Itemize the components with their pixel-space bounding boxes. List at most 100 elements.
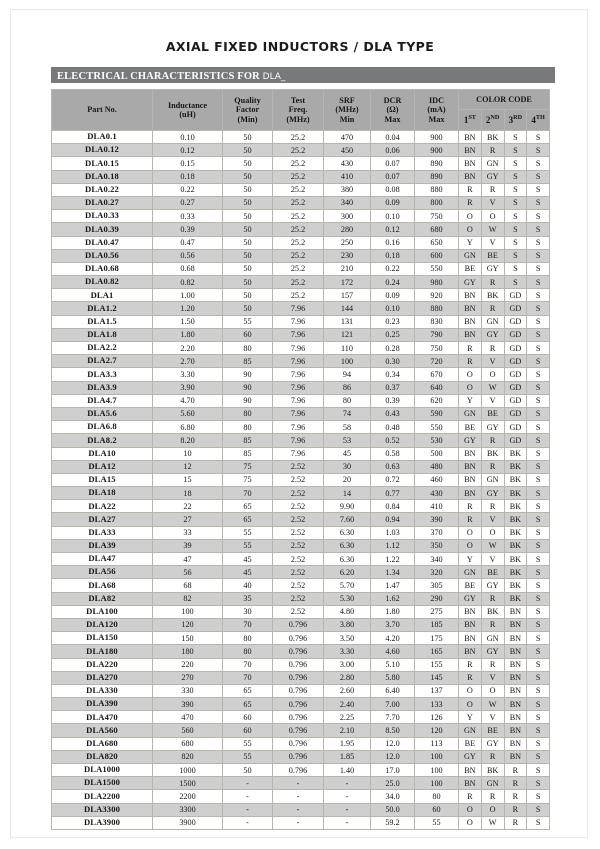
cell-test-freq: 2.52 [272, 499, 324, 514]
col-header-color-code: COLOR CODE [457, 89, 551, 110]
cell-color-2nd: R [480, 617, 505, 633]
cell-color-2nd: R [480, 499, 505, 514]
cell-color-1st: R [458, 789, 482, 804]
cell-test-freq: - [272, 776, 324, 791]
cell-color-2nd: O [480, 683, 505, 699]
cell-quality-factor: 60 [222, 327, 273, 343]
table-row: DLA180 180 80 0.796 3.30 4.60 165 BN GY BN S [51, 644, 551, 659]
cell-color-1st: BN [458, 143, 482, 158]
cell-quality-factor: 70 [222, 617, 273, 633]
cell-inductance: 100 [152, 604, 223, 619]
cell-part-no: DLA470 [51, 710, 153, 725]
cell-inductance: 22 [152, 499, 223, 514]
cell-color-2nd: W [480, 380, 505, 395]
cell-idc: 650 [414, 235, 459, 250]
cell-part-no: DLA2.7 [51, 354, 153, 369]
col-header-color-4th: 4TH [526, 108, 551, 132]
cell-color-3rd: S [503, 248, 528, 263]
cell-color-3rd: BK [503, 591, 528, 606]
cell-part-no: DLA680 [51, 736, 153, 751]
cell-idc: 410 [414, 499, 459, 514]
cell-inductance: 330 [152, 683, 223, 699]
section-banner-label: ELECTRICAL CHARACTERISTICS FOR [57, 71, 263, 82]
cell-color-2nd: R [480, 749, 505, 765]
cell-test-freq: 25.2 [272, 222, 324, 237]
section-banner-suffix: DLA_ [262, 72, 286, 82]
cell-test-freq: 0.796 [272, 631, 324, 646]
col-header-inductance: Inductance (uH) [152, 89, 223, 131]
cell-inductance: 1.20 [152, 301, 223, 316]
col-header-testfreq-line3: (MHz) [286, 114, 310, 124]
col-header-testfreq-line2: Freq. [288, 105, 308, 115]
cell-idc: 100 [414, 749, 459, 765]
cell-quality-factor: 50 [222, 762, 273, 778]
cell-inductance: 47 [152, 551, 223, 567]
cell-color-3rd: R [503, 789, 528, 804]
cell-part-no: DLA3.3 [51, 367, 153, 382]
cell-srf: 20 [323, 472, 371, 488]
cell-idc: 145 [414, 670, 459, 685]
cell-srf: 3.80 [323, 617, 371, 633]
cell-test-freq: 0.796 [272, 710, 324, 725]
cell-srf: 110 [323, 340, 371, 356]
cell-color-4th: S [526, 248, 551, 263]
cell-part-no: DLA0.1 [51, 129, 153, 145]
col-header-idc-line1: IDC [428, 96, 444, 106]
cell-color-4th: S [526, 776, 551, 791]
cell-color-3rd: GD [503, 380, 528, 395]
cell-color-3rd: S [503, 275, 528, 290]
cell-test-freq: 25.2 [272, 195, 324, 211]
cell-color-4th: S [526, 156, 551, 171]
cell-inductance: 1500 [152, 776, 223, 791]
cell-test-freq: 7.96 [272, 393, 324, 408]
table-row: DLA5.6 5.60 80 7.96 74 0.43 590 GN BE GD S [51, 406, 551, 422]
cell-color-4th: S [526, 195, 551, 211]
cell-inductance: 1.00 [152, 288, 223, 303]
cc4-number: 4 [531, 114, 536, 125]
cell-dcr: 0.94 [370, 512, 415, 527]
cell-dcr: 8.50 [370, 723, 415, 738]
cell-color-3rd: GD [503, 367, 528, 382]
cell-color-2nd: GN [480, 631, 505, 646]
cell-quality-factor: 60 [222, 723, 273, 738]
cell-color-2nd: V [480, 710, 505, 725]
cell-quality-factor: - [222, 815, 273, 830]
col-header-srf-line2: (MHz) [335, 105, 359, 115]
cell-color-2nd: GN [480, 776, 505, 791]
table-row: DLA470 470 60 0.796 2.25 7.70 126 Y V BN S [51, 710, 551, 725]
cell-color-4th: S [526, 393, 551, 408]
cell-quality-factor: 55 [222, 538, 273, 554]
table-row: DLA8.2 8.20 85 7.96 53 0.52 530 GY R GD S [51, 433, 551, 448]
table-row: DLA2200 2200- - -34.0 80 R R R S [51, 789, 551, 804]
table-row: DLA1.8 1.80 60 7.96 121 0.25 790 BN GY GD S [51, 327, 551, 343]
cell-part-no: DLA47 [51, 551, 153, 567]
cell-quality-factor: 50 [222, 288, 273, 303]
cell-inductance: 560 [152, 723, 223, 738]
cell-idc: 350 [414, 538, 459, 554]
cell-idc: 185 [414, 617, 459, 633]
table-row: DLA0.12 0.12 50 25.2 450 0.06 900 BN R S S [51, 143, 551, 158]
cell-color-1st: GY [458, 591, 482, 606]
cell-color-3rd: S [503, 156, 528, 171]
cell-srf: 2.10 [323, 723, 371, 738]
cell-inductance: 0.39 [152, 222, 223, 237]
table-row: DLA3.9 3.90 90 7.96 86 0.37 640 O W GD S [51, 380, 551, 395]
page-title: AXIAL FIXED INDUCTORS / DLA TYPE [165, 39, 435, 54]
cell-quality-factor: 40 [222, 578, 273, 593]
cell-inductance: 150 [152, 631, 223, 646]
document-content: AXIAL FIXED INDUCTORS / DLA TYPE ELECTRI… [51, 39, 555, 830]
cell-color-2nd: BE [480, 248, 505, 263]
cell-inductance: 18 [152, 486, 223, 501]
col-header-inductance-line1: Inductance [167, 100, 208, 110]
cell-test-freq: 0.796 [272, 723, 324, 738]
cell-idc: 275 [414, 604, 459, 619]
table-row: DLA3.3 3.30 90 7.96 94 0.34 670 O O GD S [51, 367, 551, 382]
table-row: DLA0.33 0.33 50 25.2 300 0.10 750 O O S S [51, 209, 551, 224]
table-row: DLA390 390 65 0.796 2.40 7.00 133 O W BN S [51, 697, 551, 712]
cell-color-2nd: GN [480, 472, 505, 488]
cell-color-3rd: BK [503, 499, 528, 514]
cell-part-no: DLA12 [51, 459, 153, 474]
cell-dcr: 50.0 [370, 802, 415, 817]
col-header-dcr-line3: Max [384, 114, 401, 124]
cell-test-freq: 7.96 [272, 406, 324, 422]
